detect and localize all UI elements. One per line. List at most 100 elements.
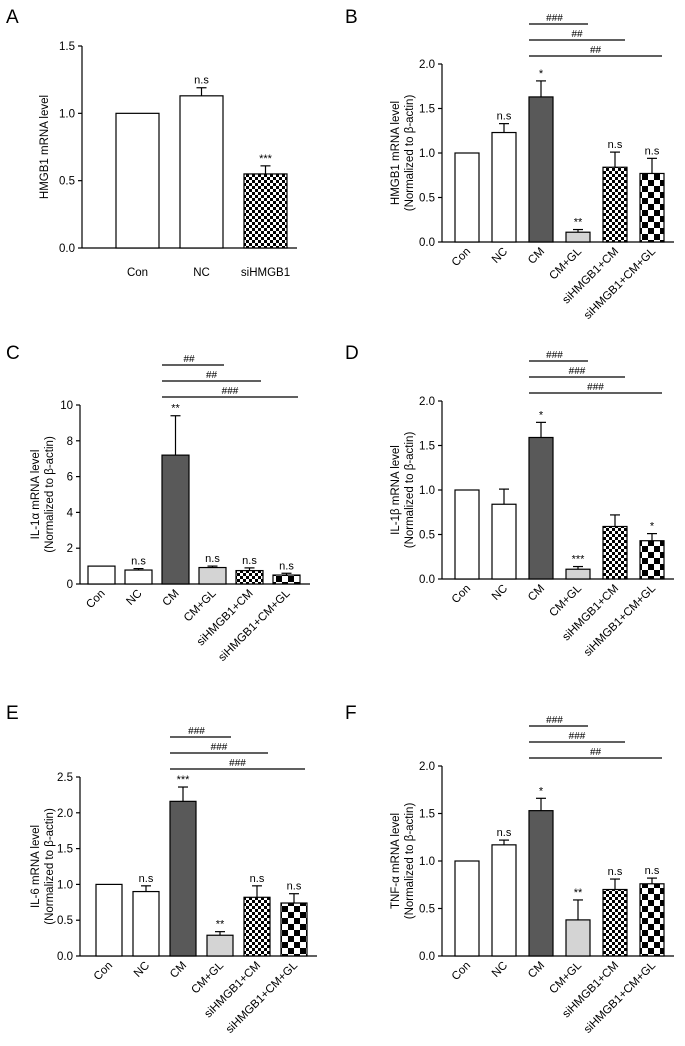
x-tick-label: CM	[526, 583, 547, 604]
bar-sihmgb1-cm-gl	[280, 902, 308, 957]
bar-sihmgb1-cm-gl	[639, 172, 665, 243]
bar-con	[454, 489, 480, 580]
bar-nc	[491, 844, 517, 957]
bracket-label: ##	[571, 29, 583, 40]
bar-nc	[491, 503, 517, 580]
y-axis-label: HMGB1 mRNA level	[39, 95, 51, 199]
significance-label: n.s	[242, 555, 257, 567]
panel-e: E 0.0 0.5 1.0 1.5 2.0 2.5 IL-6 mRNA level (Norma…	[6, 703, 317, 1036]
x-tick-label: Con	[127, 267, 148, 279]
bar-cm-gl	[206, 934, 234, 957]
x-tick-label: Con	[84, 588, 107, 611]
bracket-label: ##	[206, 370, 218, 381]
significance-label: n.s	[250, 873, 265, 885]
y-tick-label: 2.0	[57, 808, 73, 820]
bar-cm	[528, 436, 554, 580]
bar-sihmgb1	[243, 173, 288, 249]
x-tick-label: CM+GL	[547, 582, 584, 619]
y-tick-label: 1.5	[419, 809, 435, 821]
x-tick-label: NC	[124, 588, 144, 608]
y-tick-label: 8	[67, 436, 73, 448]
significance-label: n.s	[139, 873, 154, 885]
panel-label: D	[345, 343, 359, 364]
bracket-label: ###	[546, 715, 563, 726]
bar-sihmgb1-cm-gl	[272, 574, 301, 585]
x-tick-label: CM+GL	[182, 587, 219, 624]
panel-label: A	[6, 7, 19, 28]
bar-nc	[132, 890, 160, 957]
y-tick-label: 6	[67, 472, 73, 484]
x-tick-label: siHMGB1+CM+GL	[582, 582, 659, 659]
bracket-label: ###	[546, 350, 563, 361]
y-tick-label: 1.5	[59, 41, 75, 53]
bracket-label: ##	[590, 747, 602, 758]
y-tick-label: 4	[67, 507, 74, 519]
y-tick-label: 0.5	[419, 530, 435, 542]
x-tick-label: CM+GL	[547, 959, 584, 996]
bracket-label: ###	[569, 366, 586, 377]
y-axis-label-line: (Normalized to β-actin)	[404, 95, 416, 212]
y-tick-label: 1.5	[57, 844, 73, 856]
bar-cm-gl	[565, 231, 591, 243]
y-tick-label: 1.5	[419, 104, 435, 116]
x-tick-label: siHMGB1+CM+GL	[216, 587, 293, 664]
y-tick-label: 2.0	[419, 396, 435, 408]
y-axis-label-line: IL-1α mRNA level	[30, 450, 42, 540]
y-tick-label: 2.5	[57, 772, 73, 784]
x-tick-label: CM	[160, 588, 181, 609]
y-tick-label: 0.5	[59, 176, 75, 188]
bar-sihmgb1-cm	[602, 166, 628, 243]
bracket-label: ###	[587, 382, 604, 393]
y-axis-label-line: IL-6 mRNA level	[30, 825, 42, 908]
x-tick-label: CM	[168, 960, 189, 981]
x-tick-label: siHMGB1	[241, 267, 290, 279]
significance-label: n.s	[645, 865, 660, 877]
y-tick-label: 1.0	[419, 148, 435, 160]
significance-label: ***	[177, 774, 191, 786]
y-tick-label: 2	[67, 543, 73, 555]
significance-label: n.s	[205, 553, 220, 565]
y-axis-label-line: (Normalized to β-actin)	[404, 803, 416, 920]
bracket-label: ###	[188, 726, 205, 737]
y-axis-label-line: HMGB1 mRNA level	[390, 101, 402, 205]
panel-b: B 0.0 0.5 1.0 1.5 2.0 HMGB1 mRNA level (Normali…	[345, 7, 674, 322]
significance-label: n.s	[131, 556, 146, 568]
significance-label: ***	[259, 153, 273, 165]
significance-label: n.s	[287, 881, 302, 893]
bar-sihmgb1-cm	[602, 525, 628, 580]
significance-label: n.s	[608, 866, 623, 878]
y-tick-label: 1.0	[57, 879, 73, 891]
y-tick-label: 1.5	[419, 441, 435, 453]
y-tick-label: 0	[67, 579, 73, 591]
y-tick-label: 0.5	[419, 193, 435, 205]
y-tick-label: 0.0	[419, 574, 435, 586]
x-tick-label: CM	[526, 246, 547, 267]
bar-nc	[124, 569, 153, 585]
bar-sihmgb1-cm-gl	[639, 540, 665, 580]
bar-sihmgb1-cm	[602, 888, 628, 957]
significance-label: n.s	[497, 827, 512, 839]
y-tick-label: 0.0	[419, 951, 435, 963]
y-axis-label-line: (Normalized to β-actin)	[404, 432, 416, 549]
panel-label: B	[345, 7, 358, 28]
y-tick-label: 0.0	[57, 951, 73, 963]
x-tick-label: NC	[193, 267, 210, 279]
bar-sihmgb1-cm	[243, 896, 271, 957]
bar-cm	[161, 454, 190, 585]
bar-cm	[169, 800, 197, 957]
x-tick-label: Con	[450, 583, 473, 606]
panel-d: D 0.0 0.5 1.0 1.5 2.0 IL-1β mRNA level (Normali…	[345, 343, 674, 659]
significance-label: n.s	[608, 139, 623, 151]
x-tick-label: CM	[526, 960, 547, 981]
x-tick-label: Con	[92, 960, 115, 983]
y-axis-label-line: IL-1β mRNA level	[390, 445, 402, 535]
y-axis-label: IL-1α mRNA level (Normalized to β-actin)	[30, 436, 56, 553]
y-axis-label: IL-6 mRNA level (Normalized to β-actin)	[30, 808, 56, 925]
y-axis-label: IL-1β mRNA level (Normalized to β-actin)	[390, 432, 416, 549]
bar-con	[95, 883, 123, 957]
panel-c: C 0 2 4 6 8 10 IL-1α mRNA level (Normalized to β…	[6, 343, 310, 664]
bar-nc	[491, 131, 517, 243]
x-tick-label: NC	[490, 960, 510, 980]
bracket-label: ###	[222, 386, 239, 397]
